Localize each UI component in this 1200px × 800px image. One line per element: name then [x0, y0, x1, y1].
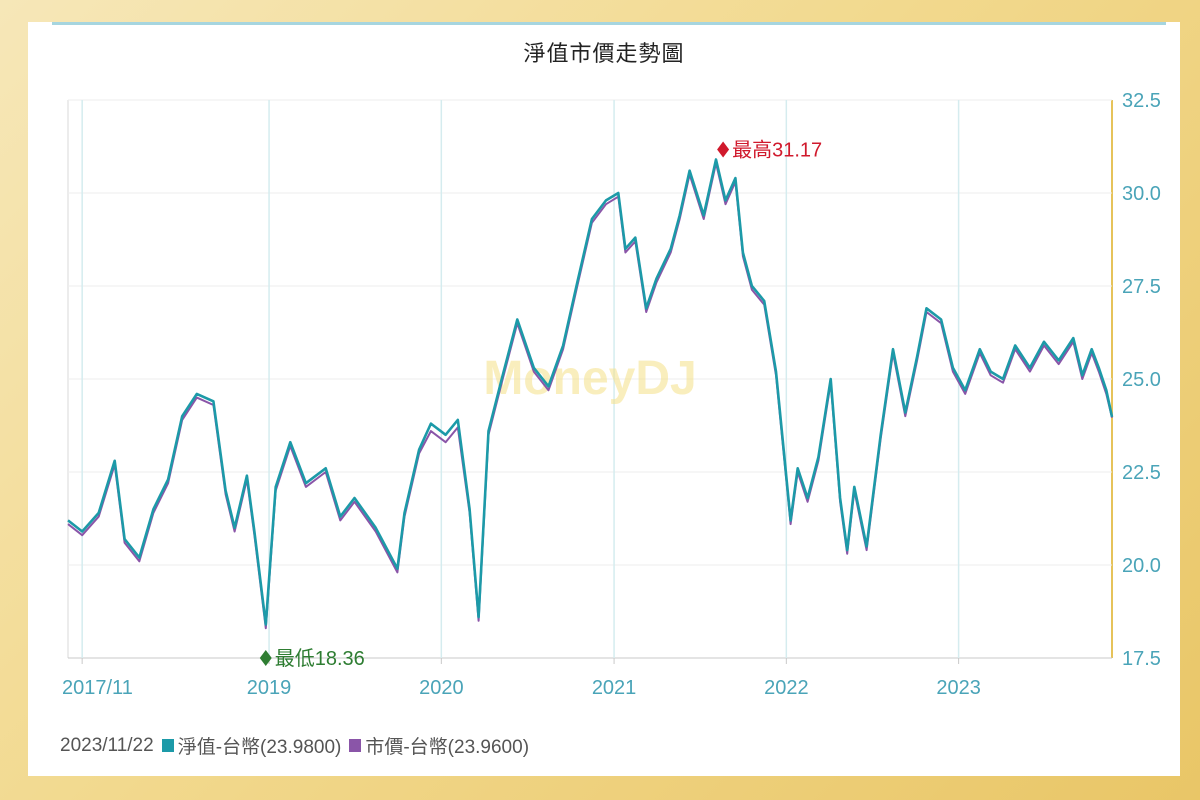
min-marker-icon: [259, 650, 272, 667]
legend-swatch-nav: [161, 739, 174, 752]
legend-swatch-price: [349, 739, 362, 752]
chart-panel: 淨值市價走勢圖 MoneyDJ 最高31.17 最低18.36 17.5 20.0 2…: [28, 22, 1180, 776]
nav-series-line: [67, 158, 1114, 626]
legend: 2023/11/22 淨值-台幣(23.9800) 市價-台幣(23.9600): [60, 732, 529, 759]
y-tick-label: 22.5: [1122, 462, 1161, 484]
y-tick-label: 32.5: [1122, 90, 1161, 112]
x-tick-label: 2020: [419, 677, 464, 699]
y-tick-label: 30.0: [1122, 183, 1161, 205]
min-annotation-label: 最低18.36: [275, 647, 365, 670]
x-axis-ticks: 2017/11 2019 2020 2021 2022 2023: [62, 677, 981, 699]
x-tick-label: 2017/11: [62, 677, 133, 699]
y-tick-label: 25.0: [1122, 369, 1161, 391]
line-chart: MoneyDJ 最高31.17 最低18.36 17.5 20.0 22.5 25.0 2…: [62, 90, 1161, 699]
x-tick-label: 2019: [247, 677, 292, 699]
annotations: 最高31.17 最低18.36: [259, 138, 822, 670]
top-divider: [52, 22, 1166, 25]
legend-date: 2023/11/22: [60, 734, 154, 756]
x-tick-label: 2022: [764, 677, 809, 699]
x-tick-label: 2021: [592, 677, 637, 699]
chart-title: 淨值市價走勢圖: [523, 42, 685, 67]
legend-label-nav[interactable]: 淨值-台幣(23.9800): [177, 737, 342, 758]
y-tick-label: 20.0: [1122, 555, 1161, 577]
max-marker-icon: [717, 141, 730, 158]
y-tick-label: 27.5: [1122, 276, 1161, 298]
max-annotation-label: 最高31.17: [732, 138, 822, 161]
watermark: MoneyDJ: [483, 352, 696, 405]
y-axis-ticks: 17.5 20.0 22.5 25.0 27.5 30.0 32.5: [1122, 90, 1161, 670]
series-lines: [67, 158, 1114, 630]
y-tick-label: 17.5: [1122, 648, 1161, 670]
x-tick-label: 2023: [936, 677, 981, 699]
legend-label-price[interactable]: 市價-台幣(23.9600): [365, 737, 530, 758]
